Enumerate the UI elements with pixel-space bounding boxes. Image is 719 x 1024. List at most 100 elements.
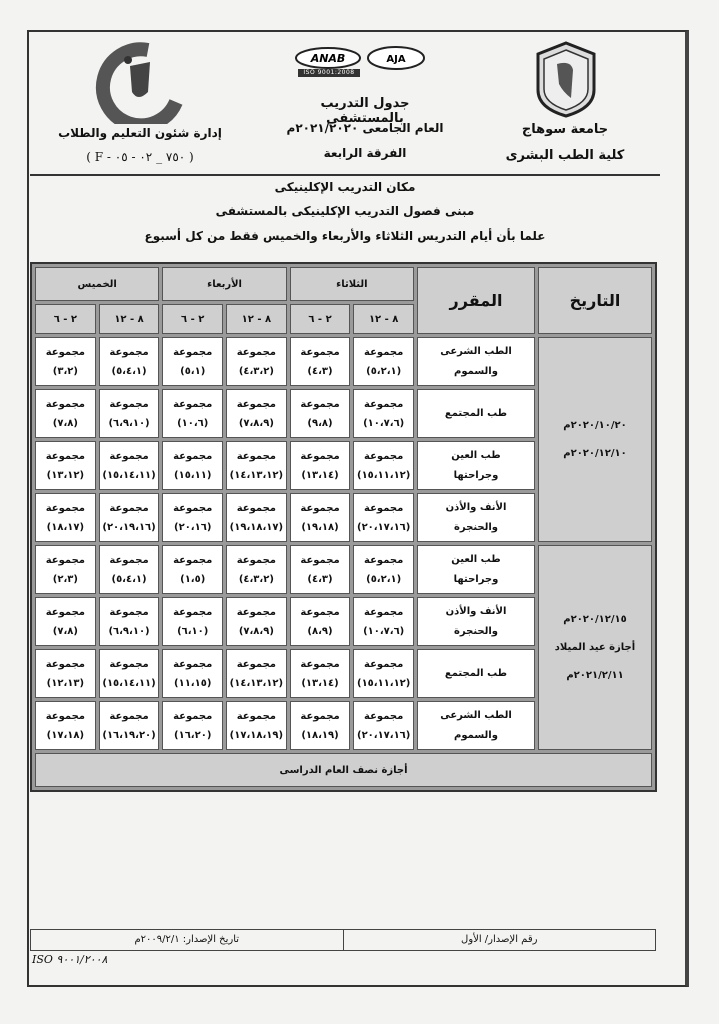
group-label: مجموعة [45, 710, 85, 722]
group-cell: مجموعة (١٥،١٤،١١) [98, 649, 160, 698]
date-line: ٢٠٢١/٢/١١م [566, 669, 624, 681]
group-numbers: (٤،٣) [307, 365, 333, 377]
day-header-wednesday: الأربعاء [162, 267, 287, 301]
date-line: ٢٠٢٠/١٠/٢٠م [563, 419, 627, 431]
slot-header-afternoon: ٢ - ٦ [35, 304, 96, 334]
group-label: مجموعة [364, 658, 404, 670]
midyear-vacation-row: أجازة نصف العام الدراسى [35, 753, 652, 787]
group-cell: مجموعة (١١،١٥) [162, 649, 224, 698]
group-label: مجموعة [364, 450, 404, 462]
group-numbers: (١٦،٢٠) [174, 729, 212, 741]
document-frame [27, 30, 689, 987]
group-cell: مجموعة (٢٠،١٩،١٦) [98, 493, 160, 542]
group-cell: مجموعة (١٦،١٩،٢٠) [98, 701, 160, 750]
group-cell: مجموعة (١٣،١٤) [289, 649, 351, 698]
group-numbers: (٥،٢،١) [366, 573, 402, 585]
group-label: مجموعة [173, 346, 213, 358]
group-label: مجموعة [300, 606, 340, 618]
course-cell: الأنف والأذن والحنجرة [417, 597, 535, 646]
group-cell: مجموعة (١٠،٧،٦) [353, 597, 414, 646]
slot-header-morning: ٨ - ١٢ [353, 304, 414, 334]
group-numbers: (٤،٣،٢) [238, 365, 274, 377]
group-cell: مجموعة (٦،٩،١٠) [98, 389, 160, 438]
course-name-line: والسموم [454, 365, 498, 377]
group-cell: مجموعة (١٥،١١) [162, 441, 224, 490]
course-cell: طب المجتمع [417, 649, 535, 698]
group-numbers: (٩،٨) [307, 417, 333, 429]
course-column-header: المقرر [417, 267, 535, 334]
group-numbers: (٤،٣) [307, 573, 333, 585]
course-cell: الطب الشرعى والسموم [417, 701, 535, 750]
group-numbers: (٦،٩،١٠) [108, 417, 150, 429]
table-row: الأنف والأذن والحنجرة مجموعة (٢٠،١٧،١٦) مجمو… [35, 493, 652, 542]
group-numbers: (١٥،١١،١٢) [356, 469, 411, 481]
course-name-line: طب المجتمع [444, 667, 508, 679]
group-numbers: (١٣،١٤) [301, 469, 339, 481]
academic-year: العام الجامعى ٢٠٢١/٢٠٢٠م [286, 121, 444, 135]
footer-issue-table: رقم الإصدار/ الأول تاريخ الإصدار: ٢٠٠٩/٢… [30, 929, 656, 951]
group-label: مجموعة [300, 450, 340, 462]
group-label: مجموعة [45, 658, 85, 670]
group-label: مجموعة [364, 710, 404, 722]
department-name: إدارة شئون التعليم والطلاب [58, 126, 222, 140]
group-numbers: (٣،٢) [52, 365, 78, 377]
group-numbers: (٧،٨،٩) [238, 625, 274, 637]
group-label: مجموعة [173, 554, 213, 566]
group-cell: مجموعة (١٥،١١،١٢) [353, 441, 414, 490]
group-label: مجموعة [300, 502, 340, 514]
group-cell: مجموعة (٢٠،١٦) [162, 493, 224, 542]
group-label: مجموعة [236, 554, 276, 566]
group-label: مجموعة [300, 398, 340, 410]
table-row: الأنف والأذن والحنجرة مجموعة (١٠،٧،٦) مجموعة… [35, 597, 652, 646]
group-numbers: (٢٠،١٧،١٦) [356, 729, 411, 741]
group-numbers: (٢٠،١٩،١٦) [102, 521, 156, 533]
aja-logo-text: AJA [386, 54, 405, 65]
date-column-header: التاريخ [538, 267, 652, 334]
course-name-line: طب العين [451, 553, 501, 565]
group-cell: مجموعة (١٥،١١،١٢) [353, 649, 414, 698]
group-label: مجموعة [45, 346, 85, 358]
group-label: مجموعة [236, 398, 276, 410]
group-cell: مجموعة (١٨،١٩) [289, 701, 351, 750]
group-cell: مجموعة (١،٥) [162, 545, 224, 594]
table-row: ٢٠٢٠/١٢/١٥م أجازة عيد الميلاد ٢٠٢١/٢/١١م طب… [35, 545, 652, 750]
table-row: طب العين وجراحتها مجموعة (١٥،١١،١٢) مجموعة (١… [35, 441, 652, 490]
group-cell: مجموعة (٦،١٠) [162, 597, 224, 646]
course-name-line: والسموم [454, 729, 498, 741]
group-cell: مجموعة (٥،١) [162, 337, 224, 386]
iso-label: ISO ٩٠٠١/٢٠٠٨ [32, 953, 108, 966]
course-name-line: الأنف والأذن [445, 605, 507, 617]
accreditation-logos: ANAB AJA [295, 46, 425, 70]
group-numbers: (١٩،١٨) [301, 521, 339, 533]
group-numbers: (٨،٩) [307, 625, 333, 637]
group-numbers: (٦،٩،١٠) [108, 625, 150, 637]
group-cell: مجموعة (١٧،١٨،١٩) [226, 701, 287, 750]
course-cell: الطب الشرعى والسموم [417, 337, 535, 386]
group-label: مجموعة [109, 502, 149, 514]
group-cell: مجموعة (٤،٣) [289, 337, 351, 386]
group-cell: مجموعة (٥،٤،١) [98, 337, 160, 386]
group-label: مجموعة [236, 502, 276, 514]
course-name-line: الطب الشرعى [440, 345, 512, 357]
issue-number: رقم الإصدار/ الأول [461, 934, 538, 945]
faculty-of-medicine-logo [95, 42, 183, 124]
group-numbers: (١،٥) [180, 573, 206, 585]
group-label: مجموعة [109, 554, 149, 566]
group-label: مجموعة [173, 450, 213, 462]
table-row: طب المجتمع مجموعة (١٠،٧،٦) مجموعة (٩،٨) مجموع… [35, 389, 652, 438]
group-label: مجموعة [109, 346, 149, 358]
university-name: جامعة سوهاج [521, 122, 609, 137]
group-numbers: (٥،٤،١) [111, 573, 147, 585]
training-place-label: مكان التدريب الإكلينيكى [274, 180, 416, 194]
group-cell: مجموعة (١٠،٦) [162, 389, 224, 438]
slot-header-afternoon: ٢ - ٦ [289, 304, 351, 334]
group-cell: مجموعة (١٠،٧،٦) [353, 389, 414, 438]
group-cell: مجموعة (٧،٨،٩) [226, 597, 287, 646]
group-label: مجموعة [236, 346, 276, 358]
group-numbers: (١٥،١٤،١١) [102, 677, 156, 689]
group-label: مجموعة [109, 398, 149, 410]
date-range-cell: ٢٠٢٠/١٠/٢٠م ٢٠٢٠/١٢/١٠م [538, 337, 652, 542]
group-numbers: (٥،٤،١) [111, 365, 147, 377]
group-cell: مجموعة (١٦،٢٠) [162, 701, 224, 750]
group-numbers: (٥،١) [180, 365, 206, 377]
